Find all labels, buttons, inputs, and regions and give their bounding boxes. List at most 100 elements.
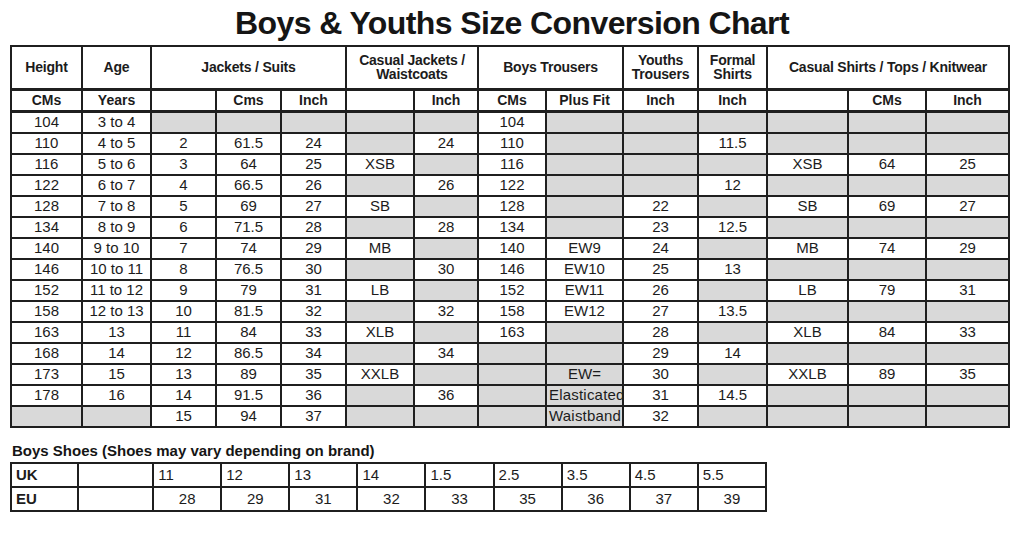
size-cell: 134 <box>478 217 546 238</box>
shoe-size-cell: 32 <box>357 487 425 511</box>
sub-header-cell: Years <box>82 89 151 111</box>
size-cell <box>848 217 926 238</box>
table-row: 1043 to 4104 <box>11 111 1009 133</box>
shoe-size-cell: 1.5 <box>425 463 493 487</box>
size-cell <box>82 406 151 427</box>
size-cell: 16 <box>82 385 151 406</box>
size-cell: 6 to 7 <box>82 175 151 196</box>
table-row: 159437Waistband32 <box>11 406 1009 427</box>
sub-header-cell <box>767 89 848 111</box>
size-cell: 84 <box>216 322 281 343</box>
column-group-header: Formal Shirts <box>698 46 767 90</box>
sub-header-cell: Inch <box>414 89 478 111</box>
sub-header-cell: CMs <box>11 89 82 111</box>
size-cell: 104 <box>478 111 546 133</box>
size-cell: 81.5 <box>216 301 281 322</box>
size-cell <box>216 111 281 133</box>
size-cell: 25 <box>623 259 698 280</box>
sub-header-cell: Inch <box>623 89 698 111</box>
size-cell: EW10 <box>546 259 623 280</box>
size-cell <box>767 259 848 280</box>
sub-header-cell: Cms <box>216 89 281 111</box>
size-cell <box>478 406 546 427</box>
size-cell: 128 <box>478 196 546 217</box>
size-table-header: HeightAgeJackets / SuitsCasual Jackets /… <box>11 46 1009 112</box>
table-row: 16313118433XLB16328XLB8433 <box>11 322 1009 343</box>
size-cell: 69 <box>216 196 281 217</box>
size-cell: 152 <box>11 280 82 301</box>
sub-header-cell <box>346 89 414 111</box>
sub-header-cell: CMs <box>478 89 546 111</box>
size-cell: 158 <box>478 301 546 322</box>
size-cell <box>414 364 478 385</box>
size-cell <box>281 111 346 133</box>
shoe-size-row: UK111213141.52.53.54.55.5 <box>11 463 766 487</box>
column-group-row: HeightAgeJackets / SuitsCasual Jackets /… <box>11 46 1009 90</box>
shoe-size-cell: 14 <box>357 463 425 487</box>
sub-header-cell: Plus Fit <box>546 89 623 111</box>
size-cell: 12 <box>151 343 216 364</box>
size-cell <box>346 133 414 154</box>
size-cell: 36 <box>414 385 478 406</box>
size-cell: SB <box>767 196 848 217</box>
column-group-header: Boys Trousers <box>478 46 623 90</box>
size-cell: 84 <box>848 322 926 343</box>
table-row: 17315138935XXLBEW=30XXLB8935 <box>11 364 1009 385</box>
size-cell: 146 <box>11 259 82 280</box>
shoe-size-cell: 12 <box>221 463 289 487</box>
size-cell <box>848 343 926 364</box>
size-cell <box>767 385 848 406</box>
column-group-header: Jackets / Suits <box>151 46 346 90</box>
table-row: 1165 to 636425XSB116XSB6425 <box>11 154 1009 175</box>
size-cell <box>848 259 926 280</box>
size-cell: 14.5 <box>698 385 767 406</box>
size-cell <box>926 175 1009 196</box>
table-row: 1348 to 9671.528281342312.5 <box>11 217 1009 238</box>
size-cell: 110 <box>478 133 546 154</box>
size-cell <box>926 133 1009 154</box>
size-cell <box>346 406 414 427</box>
size-cell: 140 <box>11 238 82 259</box>
table-row: 14610 to 11876.53030146EW102513 <box>11 259 1009 280</box>
size-cell: 173 <box>11 364 82 385</box>
table-row: 168141286.534342914 <box>11 343 1009 364</box>
size-cell: 158 <box>11 301 82 322</box>
shoe-size-cell: 39 <box>698 487 766 511</box>
size-cell <box>546 133 623 154</box>
size-cell: 24 <box>623 238 698 259</box>
size-cell: 140 <box>478 238 546 259</box>
shoe-size-cell: 37 <box>630 487 698 511</box>
size-cell: XLB <box>767 322 848 343</box>
shoe-size-cell: 33 <box>425 487 493 511</box>
size-cell: 34 <box>281 343 346 364</box>
size-cell <box>11 406 82 427</box>
size-cell: 3 <box>151 154 216 175</box>
size-cell <box>698 364 767 385</box>
size-cell <box>414 196 478 217</box>
size-cell <box>414 322 478 343</box>
shoes-table: UK111213141.52.53.54.55.5EU2829313233353… <box>10 462 767 512</box>
size-cell: 2 <box>151 133 216 154</box>
size-cell: 4 to 5 <box>82 133 151 154</box>
size-cell: SB <box>346 196 414 217</box>
size-cell <box>767 133 848 154</box>
size-cell: XSB <box>346 154 414 175</box>
size-cell: 14 <box>151 385 216 406</box>
size-cell <box>546 175 623 196</box>
size-cell: 5 <box>151 196 216 217</box>
size-cell <box>848 385 926 406</box>
size-cell <box>623 133 698 154</box>
sub-header-cell <box>151 89 216 111</box>
size-cell <box>478 385 546 406</box>
table-row: 1226 to 7466.5262612212 <box>11 175 1009 196</box>
size-cell: 14 <box>82 343 151 364</box>
size-cell: 32 <box>623 406 698 427</box>
size-cell: 22 <box>623 196 698 217</box>
shoe-size-cell: 4.5 <box>630 463 698 487</box>
size-cell <box>346 301 414 322</box>
size-cell <box>767 343 848 364</box>
shoe-row-label: EU <box>11 487 78 511</box>
size-cell <box>698 322 767 343</box>
size-cell: 163 <box>478 322 546 343</box>
size-cell: 13 <box>82 322 151 343</box>
